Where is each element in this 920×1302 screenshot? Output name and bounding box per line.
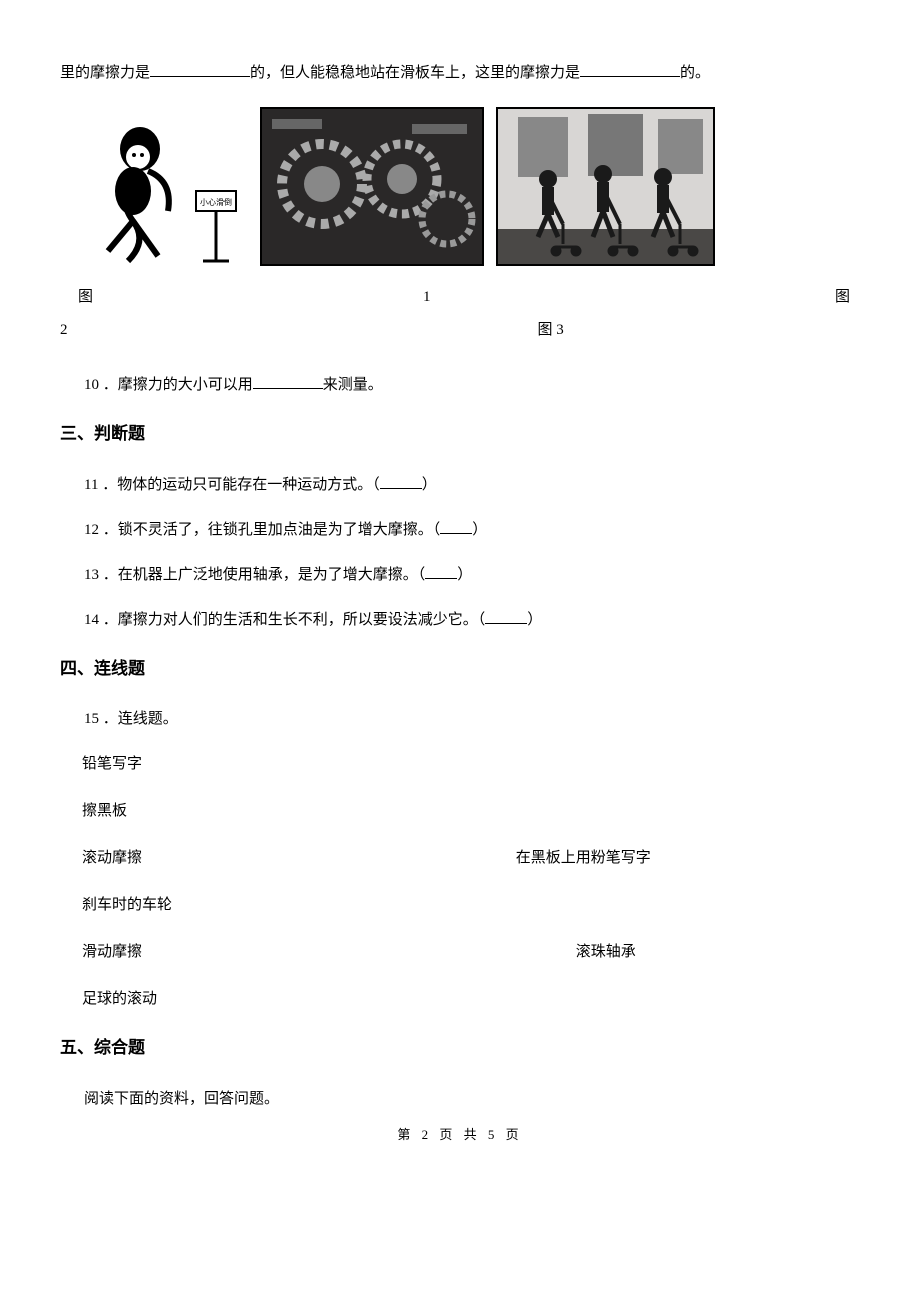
q12-text: 12 ．锁不灵活了，往锁孔里加点油是为了增大摩擦。（ bbox=[84, 522, 440, 538]
q10-post: 来测量。 bbox=[323, 377, 383, 393]
question-11: 11 ．物体的运动只可能存在一种运动方式。（ ） bbox=[84, 472, 860, 499]
question-13: 13 ．在机器上广泛地使用轴承，是为了增大摩擦。（ ） bbox=[84, 562, 860, 589]
figure-1: 小心滑倒 bbox=[78, 111, 248, 266]
section-4-heading: 四、连线题 bbox=[60, 654, 860, 685]
friction-pre: 里的摩擦力是 bbox=[60, 65, 150, 81]
reading-prompt: 阅读下面的资料，回答问题。 bbox=[84, 1086, 860, 1113]
match-row-3: 滚动摩擦 在黑板上用粉笔写字 bbox=[82, 845, 860, 872]
q13-close: ） bbox=[457, 567, 472, 583]
blank-q10[interactable] bbox=[253, 373, 323, 389]
q14-text: 14 ．摩擦力对人们的生活和生长不利，所以要设法减少它。（ bbox=[84, 612, 485, 628]
match-row-6: 足球的滚动 bbox=[82, 986, 860, 1013]
caption-num-2: 2 bbox=[60, 317, 68, 344]
match-row-2: 擦黑板 bbox=[82, 798, 860, 825]
blank-1[interactable] bbox=[150, 61, 250, 77]
q11-close: ） bbox=[422, 477, 437, 493]
q10-pre: 10 ．摩擦力的大小可以用 bbox=[84, 377, 253, 393]
match-item-6: 足球的滚动 bbox=[82, 986, 157, 1013]
blank-q13[interactable] bbox=[425, 563, 457, 579]
figure-row: 小心滑倒 bbox=[78, 107, 860, 266]
match-item-1: 铅笔写字 bbox=[82, 751, 142, 778]
q14-close: ） bbox=[527, 612, 542, 628]
q12-close: ） bbox=[472, 522, 487, 538]
blank-q12[interactable] bbox=[440, 518, 472, 534]
friction-suf: 的。 bbox=[680, 65, 710, 81]
question-15: 15 ．连线题。 bbox=[84, 706, 860, 733]
question-12: 12 ．锁不灵活了，往锁孔里加点油是为了增大摩擦。（ ） bbox=[84, 517, 860, 544]
page-footer: 第 2 页 共 5 页 bbox=[60, 1123, 860, 1146]
blank-q11[interactable] bbox=[380, 473, 422, 489]
match-row-5: 滑动摩擦 滚珠轴承 bbox=[82, 939, 860, 966]
caption-row-1: 图 1 图 bbox=[78, 284, 860, 311]
figure-3 bbox=[496, 107, 715, 266]
match-item-5r: 滚珠轴承 bbox=[576, 939, 636, 966]
blank-2[interactable] bbox=[580, 61, 680, 77]
section-3-heading: 三、判断题 bbox=[60, 419, 860, 450]
caption-num-1: 1 bbox=[423, 284, 431, 311]
caption-tu-1: 图 bbox=[78, 284, 93, 311]
svg-text:小心滑倒: 小心滑倒 bbox=[200, 197, 232, 207]
question-14: 14 ．摩擦力对人们的生活和生长不利，所以要设法减少它。（ ） bbox=[84, 607, 860, 634]
q11-text: 11 ．物体的运动只可能存在一种运动方式。（ bbox=[84, 477, 380, 493]
question-10: 10 ．摩擦力的大小可以用 来测量。 bbox=[84, 372, 860, 399]
q13-text: 13 ．在机器上广泛地使用轴承，是为了增大摩擦。（ bbox=[84, 567, 425, 583]
section-5-heading: 五、综合题 bbox=[60, 1033, 860, 1064]
match-item-4: 刹车时的车轮 bbox=[82, 892, 172, 919]
blank-q14[interactable] bbox=[485, 608, 527, 624]
match-item-5l: 滑动摩擦 bbox=[82, 939, 142, 966]
caption-tu-2: 图 bbox=[835, 284, 850, 311]
caption-fig3: 图 3 bbox=[538, 317, 564, 344]
match-item-3r: 在黑板上用粉笔写字 bbox=[516, 845, 651, 872]
friction-sentence: 里的摩擦力是 的，但人能稳稳地站在滑板车上，这里的摩擦力是 的。 bbox=[60, 60, 860, 87]
match-item-2: 擦黑板 bbox=[82, 798, 127, 825]
match-row-4: 刹车时的车轮 bbox=[82, 892, 860, 919]
caption-row-2: 2 图 3 bbox=[60, 317, 860, 344]
match-item-3l: 滚动摩擦 bbox=[82, 845, 142, 872]
figure-2 bbox=[260, 107, 484, 266]
friction-mid: 的，但人能稳稳地站在滑板车上，这里的摩擦力是 bbox=[250, 65, 580, 81]
match-row-1: 铅笔写字 bbox=[82, 751, 860, 778]
